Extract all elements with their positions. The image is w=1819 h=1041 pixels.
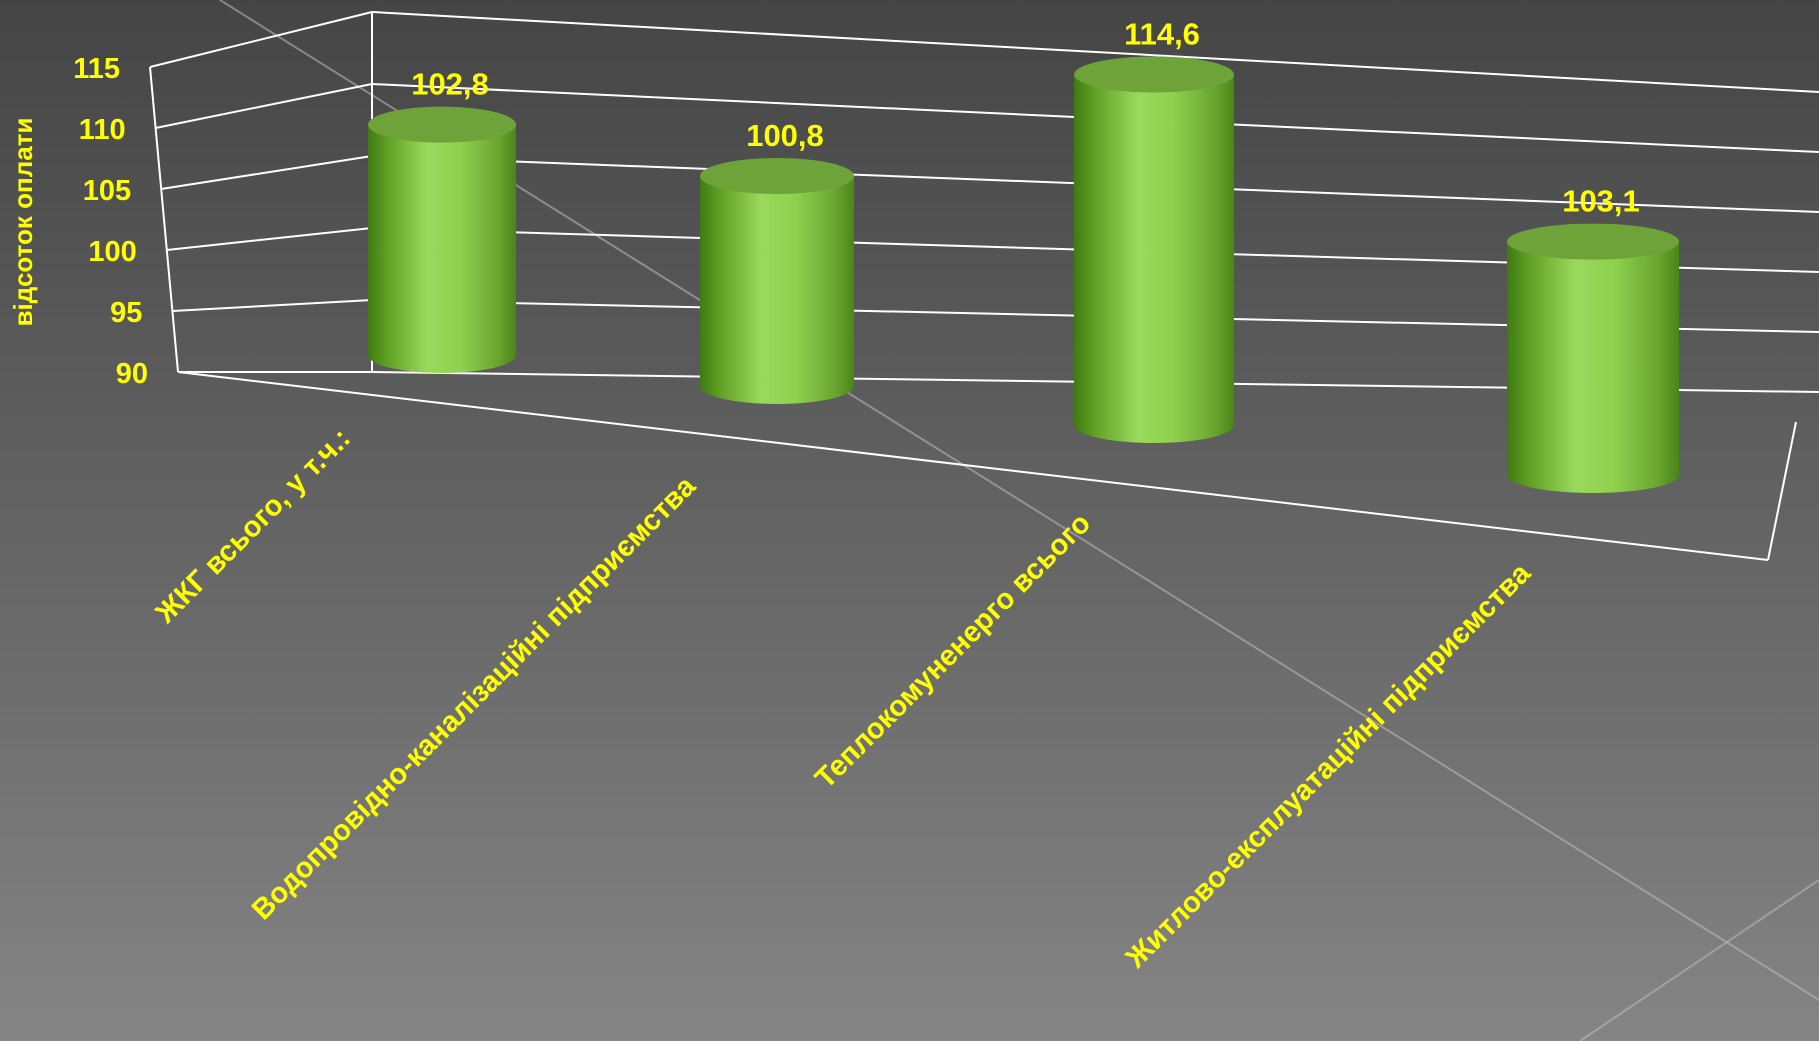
y-axis-line <box>149 66 179 373</box>
bar <box>700 158 854 404</box>
x-tick-label: Водопровідно-каналізаційні підприємства <box>246 470 703 927</box>
bar-body <box>368 124 516 373</box>
data-label: 100,8 <box>746 118 824 153</box>
bar <box>1074 56 1234 443</box>
gridline-back <box>371 11 1819 93</box>
x-tick-labels: ЖКГ всього, у т.ч.:Водопровідно-каналіза… <box>149 422 1538 975</box>
y-axis-label: відсоток оплати <box>8 118 38 327</box>
y-tick-label: 95 <box>110 297 142 329</box>
bar <box>368 106 516 373</box>
gridline-side <box>161 155 373 190</box>
gridline-side <box>172 299 373 312</box>
gridline-side <box>155 83 373 129</box>
y-tick-labels: 90 95 100 105 110 115 <box>73 53 148 390</box>
data-labels: 102,8 100,8 114,6 103,1 <box>411 16 1640 218</box>
gridline-side <box>166 227 373 251</box>
y-tick-label: 105 <box>83 175 131 207</box>
data-label: 114,6 <box>1124 16 1200 51</box>
x-tick-label: Теплокомуненерго всього <box>809 507 1097 795</box>
gridline-side <box>149 11 373 68</box>
bar-top <box>1074 56 1234 93</box>
bars <box>368 56 1679 493</box>
bar <box>1507 223 1679 493</box>
y-tick-label: 90 <box>116 358 148 390</box>
bar-body <box>1507 241 1679 493</box>
data-label: 102,8 <box>411 67 489 102</box>
bar-top <box>368 106 516 143</box>
data-label: 103,1 <box>1562 184 1640 219</box>
bar-top <box>700 158 854 195</box>
floor-right-edge <box>1767 421 1797 561</box>
bar-body <box>1074 74 1234 443</box>
x-tick-label: Житлово-експлуатаційні підприємства <box>1119 557 1537 975</box>
background-diagonal-line-2 <box>1579 879 1819 1041</box>
bar-body <box>700 176 854 404</box>
floor-front-edge <box>177 371 1769 561</box>
y-tick-label: 110 <box>79 114 126 146</box>
bar-top <box>1507 223 1679 260</box>
x-tick-label: ЖКГ всього, у т.ч.: <box>149 422 357 630</box>
y-tick-label: 100 <box>88 236 136 268</box>
y-tick-label: 115 <box>73 53 120 85</box>
